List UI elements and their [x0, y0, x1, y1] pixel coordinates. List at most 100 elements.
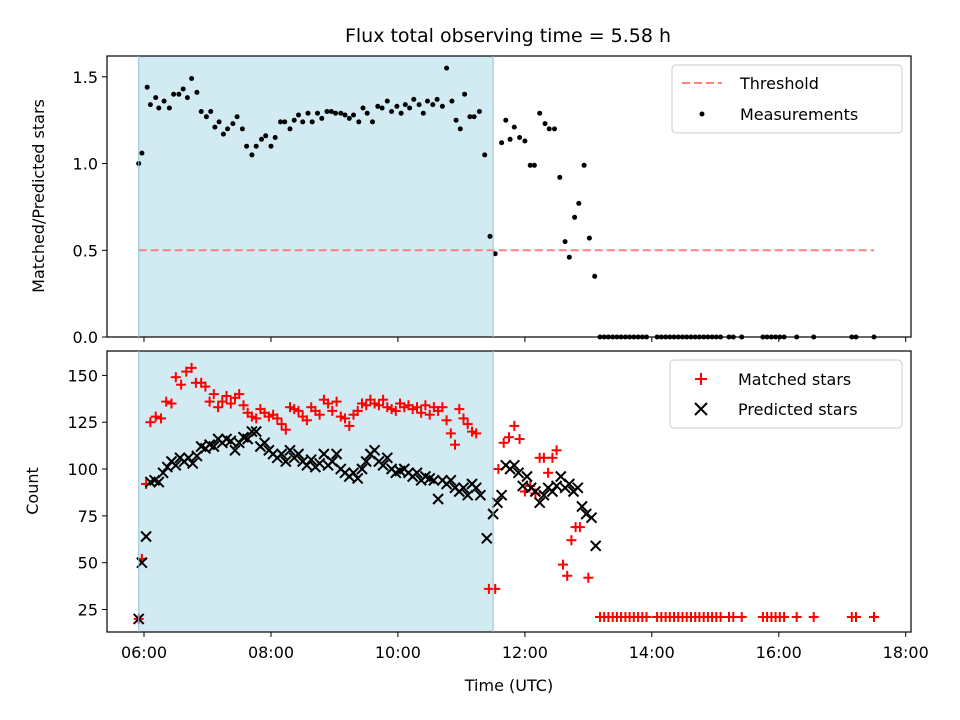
matched-stars-marker: [462, 419, 473, 430]
predicted-stars-marker: [563, 478, 576, 490]
measurements-point: [430, 102, 436, 108]
predicted-stars-marker-b: [225, 435, 237, 447]
predicted-stars-marker: [360, 455, 372, 468]
measurements-point: [324, 109, 330, 114]
matched-stars-marker: [641, 612, 652, 622]
measurements-point: [546, 126, 552, 132]
matched-stars-marker: [234, 389, 245, 400]
matched-stars-marker: [200, 381, 211, 392]
top-legend: Threshold Measurements: [671, 64, 903, 134]
matched-stars-marker: [340, 413, 350, 424]
measurements-point: [572, 214, 578, 220]
predicted-stars-marker-b: [186, 457, 199, 470]
measurements-point: [453, 117, 459, 123]
predicted-stars-marker-b: [538, 489, 550, 501]
matched-stars-marker: [204, 396, 215, 407]
predicted-stars-marker: [580, 508, 592, 520]
measurements-point: [389, 109, 395, 114]
measurements-point: [511, 124, 517, 130]
x-tick-label: 18:00: [883, 643, 929, 662]
matched-stars-marker: [551, 445, 562, 456]
measurements-point: [492, 251, 498, 257]
predicted-stars-marker-b: [250, 425, 262, 438]
predicted-stars-marker-b: [457, 482, 470, 494]
matched-stars-marker: [238, 400, 249, 411]
bottom-shaded-interval: [138, 351, 494, 632]
bottom-data-marks: [132, 362, 879, 625]
predicted-stars-marker-b: [203, 438, 216, 451]
predicted-stars-marker-b: [140, 530, 152, 543]
legend-threshold-label: Threshold: [739, 74, 819, 93]
measurements-point: [225, 126, 231, 132]
x-tick-label: 16:00: [756, 643, 802, 662]
measurements-point: [411, 96, 417, 102]
measurements-point: [282, 119, 288, 125]
measurements-point: [370, 119, 375, 125]
predicted-stars-marker: [330, 448, 343, 460]
matched-stars-marker: [538, 452, 549, 463]
predicted-stars-marker-b: [292, 448, 305, 460]
matched-stars-marker: [498, 437, 509, 448]
predicted-stars-marker-b: [474, 489, 487, 501]
matched-stars-marker: [509, 420, 520, 431]
measurements-point: [176, 91, 182, 97]
predicted-stars-marker: [428, 474, 440, 487]
measurements-point: [476, 109, 482, 114]
measurements-point: [259, 136, 264, 142]
predicted-stars-marker: [411, 467, 423, 479]
measurements-point: [194, 89, 200, 95]
measurements-point: [537, 110, 543, 116]
matched-stars-marker: [170, 372, 181, 383]
measurements-point: [527, 162, 533, 168]
measurements-point: [278, 119, 283, 125]
measurements-point: [239, 126, 245, 132]
top-panel: 0.0 0.5 1.0 1.5 Matched/Predicted stars Thr…: [29, 55, 912, 347]
measurements-point: [407, 105, 413, 111]
predicted-stars-marker: [495, 489, 508, 501]
predicted-stars-marker-b: [470, 482, 482, 494]
predicted-stars-marker-b: [377, 459, 389, 472]
measurements-point: [562, 239, 568, 245]
matched-stars-marker: [715, 612, 726, 622]
matched-stars-marker: [543, 467, 554, 478]
legend-predicted-swatch: [694, 402, 708, 416]
measurements-point: [161, 98, 167, 104]
predicted-stars-marker: [225, 435, 237, 447]
measurements-point: [462, 91, 468, 97]
matched-stars-marker: [251, 413, 262, 424]
bottom-legend-frame: [669, 359, 903, 429]
predicted-stars-marker: [275, 448, 288, 460]
predicted-stars-marker-b: [555, 470, 567, 483]
measurements-point: [346, 115, 352, 121]
predicted-stars-marker: [517, 480, 529, 492]
measurements-point: [220, 131, 226, 137]
predicted-stars-marker-b: [208, 440, 220, 453]
matched-stars-marker: [558, 559, 568, 570]
measurements-point: [552, 126, 557, 132]
matched-stars-marker: [437, 402, 448, 413]
measurements-point: [147, 102, 153, 108]
matched-stars-marker: [186, 362, 197, 373]
predicted-stars-marker-b: [220, 433, 233, 445]
predicted-stars-marker-b: [305, 453, 317, 466]
predicted-stars-marker: [432, 493, 444, 505]
measurements-point: [198, 109, 204, 114]
measurements-point: [268, 143, 274, 149]
predicted-stars-marker: [521, 470, 533, 483]
matched-stars-marker: [471, 428, 482, 439]
predicted-stars-marker-b: [360, 455, 372, 468]
matched-stars-marker: [323, 398, 334, 409]
matched-stars-marker: [331, 396, 342, 407]
x-tick-label: 14:00: [629, 643, 675, 662]
top-legend-frame: [671, 64, 903, 134]
predicted-stars-marker: [572, 482, 584, 494]
measurements-point: [153, 95, 159, 101]
measurements-point: [384, 98, 390, 104]
measurements-point: [203, 114, 209, 120]
matched-stars-marker: [869, 612, 879, 622]
measurements-point: [586, 235, 592, 241]
matched-stars-marker: [791, 612, 802, 622]
predicted-stars-marker-b: [580, 508, 592, 520]
predicted-stars-marker-b: [237, 431, 250, 443]
matched-stars-marker: [779, 612, 790, 622]
